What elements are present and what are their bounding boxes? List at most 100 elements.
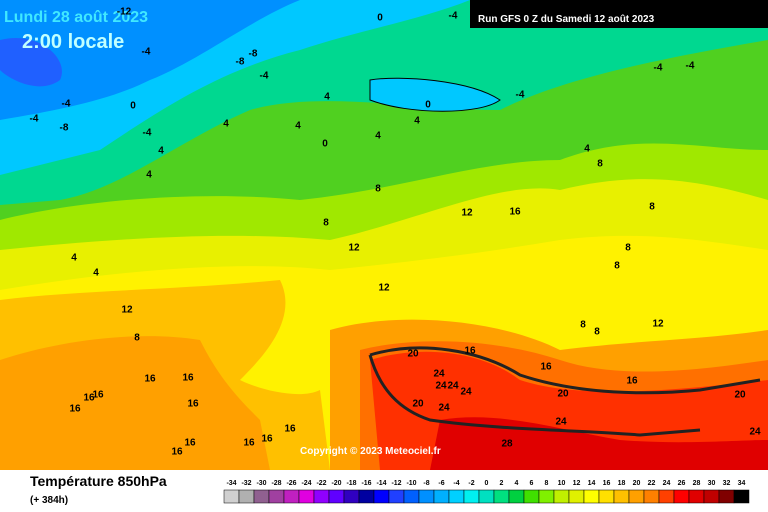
contour-label: 0 [425, 100, 431, 111]
scale-label: 28 [693, 480, 701, 487]
scale-swatch [418, 489, 435, 504]
contour-label: -4 [516, 90, 525, 101]
scale-swatch [433, 489, 450, 504]
scale-label: -22 [316, 480, 326, 487]
scale-swatch [598, 489, 615, 504]
scale-swatch [718, 489, 735, 504]
scale-label: -6 [438, 480, 444, 487]
contour-label: 24 [555, 417, 567, 428]
contour-label: 0 [322, 139, 328, 150]
scale-label: -30 [256, 480, 266, 487]
contour-label: 8 [134, 333, 140, 344]
contour-label: 8 [375, 184, 381, 195]
contour-label: 16 [243, 438, 255, 449]
contour-label: 24 [447, 381, 459, 392]
contour-label: 12 [348, 243, 360, 254]
scale-label: 2 [500, 480, 504, 487]
contour-label: 16 [182, 373, 194, 384]
scale-label: -24 [301, 480, 311, 487]
contour-label: 8 [597, 159, 603, 170]
contour-label: 4 [324, 92, 330, 103]
contour-label: 16 [184, 438, 196, 449]
contour-label: 8 [625, 243, 631, 254]
contour-label: 12 [652, 319, 664, 330]
scale-swatch [508, 489, 525, 504]
contour-label: 4 [414, 116, 420, 127]
contour-label: 8 [580, 320, 586, 331]
contour-label: 4 [71, 253, 77, 264]
scale-label: -10 [406, 480, 416, 487]
contour-label: 12 [378, 283, 390, 294]
contour-label: 16 [69, 404, 81, 415]
scale-label: 0 [485, 480, 489, 487]
contour-label: 28 [501, 439, 513, 450]
scale-label: 26 [678, 480, 686, 487]
scale-label: 30 [708, 480, 716, 487]
scale-label: 16 [603, 480, 611, 487]
contour-label: 24 [460, 387, 472, 398]
scale-swatch [343, 489, 360, 504]
scale-label: 12 [573, 480, 581, 487]
scale-swatch [568, 489, 585, 504]
contour-label: -8 [60, 123, 69, 134]
contour-label: 20 [407, 349, 419, 360]
scale-swatch [658, 489, 675, 504]
contour-label: 16 [171, 447, 183, 458]
contour-label: 8 [614, 261, 620, 272]
contour-label: 16 [284, 424, 296, 435]
scale-swatch [628, 489, 645, 504]
scale-swatch [553, 489, 570, 504]
contour-label: 8 [649, 202, 655, 213]
contour-label: 4 [158, 146, 164, 157]
contour-label: -8 [249, 49, 258, 60]
copyright: Copyright © 2023 Meteociel.fr [300, 446, 441, 457]
scale-swatch [688, 489, 705, 504]
contour-label: 16 [464, 346, 476, 357]
scale-swatch [673, 489, 690, 504]
scale-label: -26 [286, 480, 296, 487]
contour-label: -4 [62, 99, 71, 110]
scale-swatch [448, 489, 465, 504]
contour-label: 20 [734, 390, 746, 401]
scale-label: -34 [226, 480, 236, 487]
scale-swatch [313, 489, 330, 504]
contour-label: 16 [83, 393, 95, 404]
scale-label: -8 [423, 480, 429, 487]
scale-label: -12 [391, 480, 401, 487]
contour-label: 24 [435, 381, 447, 392]
footer-title: Température 850hPa [30, 473, 167, 489]
contour-label: 8 [594, 327, 600, 338]
scale-swatch [253, 489, 270, 504]
scale-swatch [463, 489, 480, 504]
scale-label: 10 [558, 480, 566, 487]
footer-lead: (+ 384h) [30, 495, 68, 506]
contour-label: 24 [749, 427, 761, 438]
scale-swatch [223, 489, 240, 504]
run-info: Run GFS 0 Z du Samedi 12 août 2023 [478, 14, 655, 25]
scale-swatch [613, 489, 630, 504]
scale-label: 20 [633, 480, 641, 487]
contour-label: 4 [375, 131, 381, 142]
contour-label: 8 [323, 218, 329, 229]
contour-label: 4 [146, 170, 152, 181]
contour-label: -4 [449, 11, 458, 22]
scale-label: 4 [515, 480, 519, 487]
contour-label: 20 [412, 399, 424, 410]
contour-label: 24 [438, 403, 450, 414]
scale-label: -28 [271, 480, 281, 487]
scale-swatch [298, 489, 315, 504]
contour-label: 24 [433, 369, 445, 380]
scale-swatch [358, 489, 375, 504]
contour-label: 16 [144, 374, 156, 385]
scale-label: 18 [618, 480, 626, 487]
scale-swatch [583, 489, 600, 504]
scale-label: 6 [530, 480, 534, 487]
scale-swatch [283, 489, 300, 504]
contour-label: 16 [626, 376, 638, 387]
contour-label: 4 [223, 119, 229, 130]
scale-label: 34 [738, 480, 746, 487]
contour-label: -8 [236, 57, 245, 68]
scale-swatch [388, 489, 405, 504]
